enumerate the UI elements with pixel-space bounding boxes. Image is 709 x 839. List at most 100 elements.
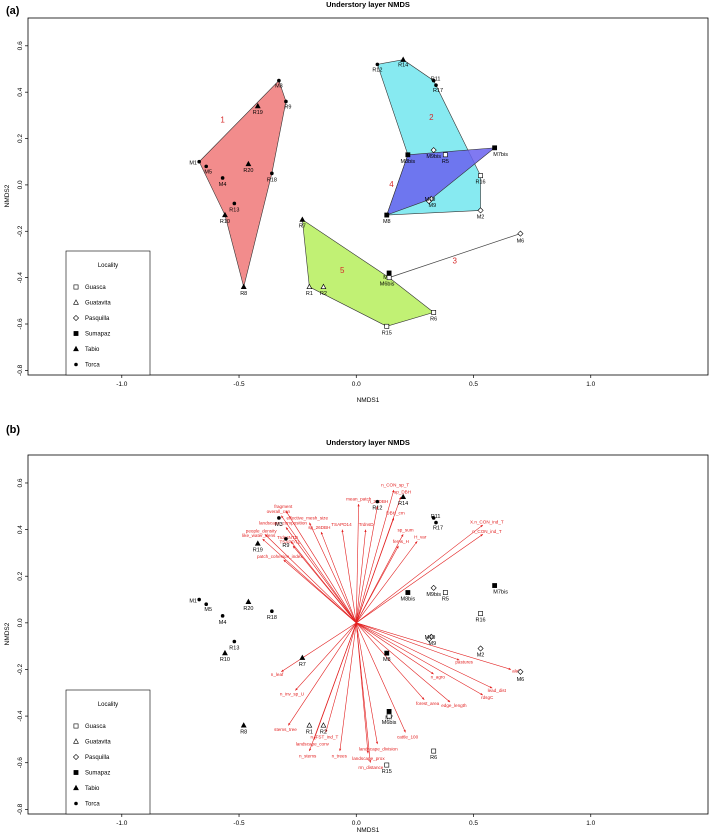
point-r5-label: R5	[442, 159, 449, 165]
legend-sumapaz-symbol	[73, 331, 79, 336]
panel-a-axes: -1.0 -0.5 0.0 0.5 1.0 -0.8 -0.6 -0.4 -0.2 0.0 0.2 0…	[17, 41, 596, 388]
b-point-r11-marker	[431, 516, 436, 520]
b-point-m7bis-label: M7bis	[493, 590, 508, 596]
vector-ferns-h-label: ferns_H	[393, 539, 409, 544]
vector-effective-mesh-size-label: effective_mesh_size	[286, 516, 328, 521]
point-m9bis-marker	[430, 147, 437, 154]
point-r10-marker	[222, 211, 228, 218]
b-point-m9bis-marker	[430, 584, 437, 591]
vector-patch-cohesion-index-label: patch_cohesion_index	[257, 554, 303, 559]
b-point-r5-label: R5	[442, 597, 449, 603]
y-tick-label-0-4: 0.4	[17, 87, 24, 96]
vector-forest-area-head	[421, 697, 425, 700]
legend-guasca-label: Guasca	[85, 285, 106, 291]
panel-b-points: M1M5M4R20R18R13R10R8R19M3R9R7R1R2M7M6bis…	[189, 493, 524, 775]
vector-lead-dist-label: lead_dist	[488, 688, 507, 693]
y-tick-label--0-8: -0.8	[17, 803, 24, 815]
vector-n-26dbh-arrow	[355, 506, 378, 623]
vector-n-inv-sp-u-head	[295, 687, 298, 691]
b-point-m10-label: M10	[425, 635, 436, 641]
b-point-r8-label: R8	[240, 729, 247, 735]
b-point-m9bis-label: M9bis	[426, 592, 441, 598]
point-r14-label: R14	[398, 63, 408, 69]
vector-n-stems-arrow	[309, 622, 357, 752]
vector-trdnsd-head	[364, 529, 367, 533]
vector-people-density-label: people_density	[246, 528, 278, 533]
vector-h-var-label: H_var	[414, 535, 427, 540]
vector-n-inv-sp-u-arrow	[295, 622, 357, 691]
point-r20-marker	[245, 160, 252, 167]
legend-guatavita-label: Guatavita	[85, 301, 111, 307]
vector-n-fst-ind-t-head	[325, 729, 328, 733]
b-point-r17-label: R17	[433, 526, 443, 532]
point-r14-marker	[400, 56, 407, 62]
legend-guasca-label: Guasca	[85, 724, 106, 730]
vector-landscape-composition-head	[285, 527, 289, 530]
point-r7-label: R7	[299, 224, 306, 230]
point-r11-marker	[431, 78, 436, 83]
vector-alef-label: alef	[512, 668, 520, 673]
vector-lead-dist-arrow	[356, 622, 493, 689]
point-r13-marker	[232, 201, 237, 206]
vector-trdnsntd-label: TrdnsNTD	[277, 535, 299, 540]
vector-tsapd14-head	[341, 529, 344, 533]
vector-overall-con-head	[281, 515, 284, 519]
vector-n-leaf-label: n_leaf	[271, 672, 284, 677]
b-point-r10-label: R10	[220, 657, 230, 663]
b-point-r18-marker	[270, 609, 274, 613]
legend-box	[65, 250, 151, 376]
point-m1-marker	[197, 159, 201, 164]
point-r9-marker	[284, 99, 288, 104]
point-m6bis-label: M6bis	[380, 282, 395, 288]
y-tick-label-0-2: 0.2	[17, 134, 24, 143]
vector-rm-distance-head	[368, 760, 372, 763]
vector-n-leaf-arrow	[281, 622, 357, 673]
vector-n-leaf-head	[281, 669, 284, 672]
vector-h-var-head	[414, 541, 418, 544]
b-point-m3-label: M3	[275, 522, 283, 528]
point-m5-label: M5	[204, 169, 212, 175]
vector-n-con-sp-t-arrow	[355, 489, 395, 623]
x-tick-label--0-5: -0.5	[233, 381, 245, 388]
point-m10-marker	[425, 198, 432, 205]
vector-cattle-100-arrow	[356, 622, 406, 733]
panel-a-hulls	[198, 59, 496, 327]
legend-pasquilla-label: Pasquilla	[85, 755, 110, 761]
vector-pastures-arrow	[356, 622, 460, 661]
point-r13-label: R13	[229, 207, 239, 213]
point-r2-marker	[320, 283, 327, 290]
x-tick-label--1-0: -1.0	[116, 820, 128, 827]
legend-sumapaz-label: Sumapaz	[85, 771, 110, 777]
vector-trdnsd-arrow	[355, 529, 366, 623]
vector-stems-tree-head	[288, 722, 291, 726]
point-r17-label: R17	[433, 88, 443, 94]
vector-n-con-ind-t-label: n_CON_ind_T	[472, 529, 502, 534]
vector-n-agro-head	[431, 671, 434, 675]
panel-a-envfit-lines	[388, 233, 521, 278]
point-r6-marker	[431, 310, 437, 315]
vector-stems-tree-label: stems_tree	[274, 727, 297, 732]
b-point-m5-marker	[204, 602, 209, 606]
vector-sp-26dbh-arrow	[320, 531, 357, 623]
vector-dbh-cm-head	[391, 517, 395, 521]
b-point-r13-marker	[232, 639, 237, 644]
legend-tabio-label: Tabio	[85, 347, 100, 353]
point-m7bis-label: M7bis	[493, 152, 508, 158]
group-3-line-m6	[388, 233, 521, 278]
b-point-r7-marker	[299, 654, 306, 660]
vector-like-water-dens-label: like_water_dens	[242, 533, 276, 538]
panel-a-tag: (a)	[6, 5, 20, 17]
panel-b-title: Understory layer NMDS	[326, 438, 410, 447]
y-tick-label-0-2: 0.2	[17, 571, 24, 580]
point-m5-marker	[204, 164, 209, 169]
b-point-m8bis-marker	[405, 590, 411, 595]
b-point-r2-marker	[320, 722, 327, 728]
point-r17-marker	[434, 83, 438, 88]
legend-guasca-symbol	[73, 284, 79, 290]
legend-tabio-symbol	[73, 345, 79, 352]
point-m9-label: M9	[428, 203, 436, 209]
point-m6bis-marker	[386, 275, 392, 281]
b-point-m7bis-marker	[492, 583, 498, 588]
legend-title: Locality	[98, 263, 118, 269]
